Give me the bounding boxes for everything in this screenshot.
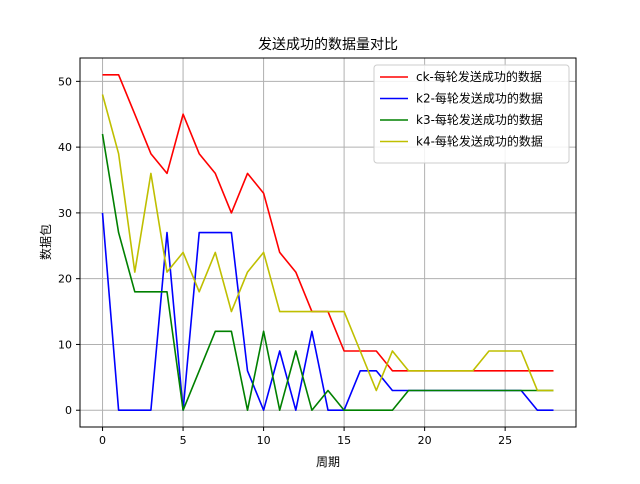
series-line-3 [101, 133, 554, 412]
y-tick-label: 50 [58, 75, 72, 88]
x-tick-label: 10 [257, 434, 271, 447]
x-tick-label: 20 [418, 434, 432, 447]
legend: ck-每轮发送成功的数据 k2-每轮发送成功的数据 k3-每轮发送成功的数据 k4-每… [373, 64, 570, 164]
x-axis-label: 周期 [316, 455, 340, 469]
series-line-4 [101, 94, 554, 392]
legend-label: ck-每轮发送成功的数据 [416, 69, 542, 84]
legend-label: k4-每轮发送成功的数据 [416, 134, 543, 149]
legend-box [373, 64, 570, 164]
x-tick-label: 5 [180, 434, 187, 447]
legend-label: k2-每轮发送成功的数据 [416, 91, 543, 106]
y-tick-label: 0 [65, 404, 72, 417]
legend-label: k3-每轮发送成功的数据 [416, 112, 543, 127]
axis-ticks: 0 5 10 15 20 25 0 10 20 30 40 50 [58, 75, 512, 447]
x-tick-label: 25 [498, 434, 512, 447]
series-lines [101, 74, 554, 412]
x-tick-label: 0 [99, 434, 106, 447]
y-tick-label: 30 [58, 207, 72, 220]
y-axis-label: 数据包 [38, 224, 53, 260]
y-tick-label: 10 [58, 338, 72, 351]
plot-frame [79, 57, 577, 428]
x-tick-label: 15 [337, 434, 351, 447]
y-tick-label: 20 [58, 273, 72, 286]
chart-title: 发送成功的数据量对比 [258, 37, 398, 53]
y-tick-label: 40 [58, 141, 72, 154]
